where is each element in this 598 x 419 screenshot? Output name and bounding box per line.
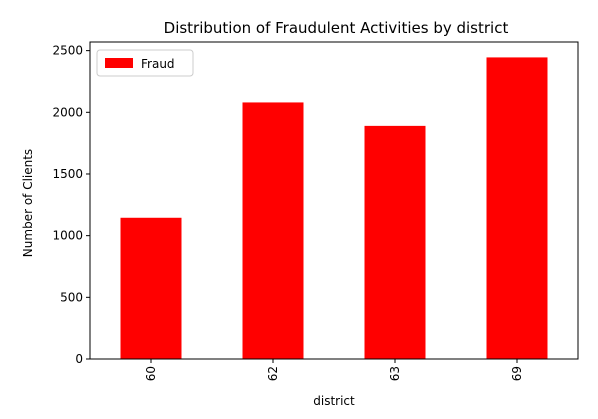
y-tick-label-2500: 2500 (52, 44, 83, 58)
x-tick-label-69: 69 (510, 366, 524, 381)
y-tick-label-0: 0 (75, 352, 83, 366)
bar-60 (120, 217, 182, 359)
chart-title: Distribution of Fraudulent Activities by… (164, 19, 509, 37)
bar-63 (364, 125, 426, 359)
x-tick-label-62: 62 (266, 366, 280, 381)
bar-69 (486, 57, 548, 360)
axes-layer: 0 500 1000 1500 2000 2500 60 62 63 69 (52, 41, 579, 381)
legend-label-fraud: Fraud (141, 57, 175, 71)
x-tick-label-60: 60 (144, 366, 158, 381)
legend-swatch-fraud (105, 58, 133, 68)
legend-box (96, 49, 194, 77)
y-axis-label: Number of Clients (21, 149, 35, 257)
bar-62 (242, 102, 304, 359)
x-tick-label-63: 63 (388, 366, 402, 381)
y-tick-label-1000: 1000 (52, 229, 83, 243)
legend: Fraud (96, 49, 194, 77)
y-tick-label-1500: 1500 (52, 167, 83, 181)
plot-frame (89, 41, 579, 360)
y-tick-label-500: 500 (60, 290, 83, 304)
bars-layer (120, 57, 548, 360)
x-axis-label: district (313, 394, 355, 408)
y-tick-label-2000: 2000 (52, 105, 83, 119)
